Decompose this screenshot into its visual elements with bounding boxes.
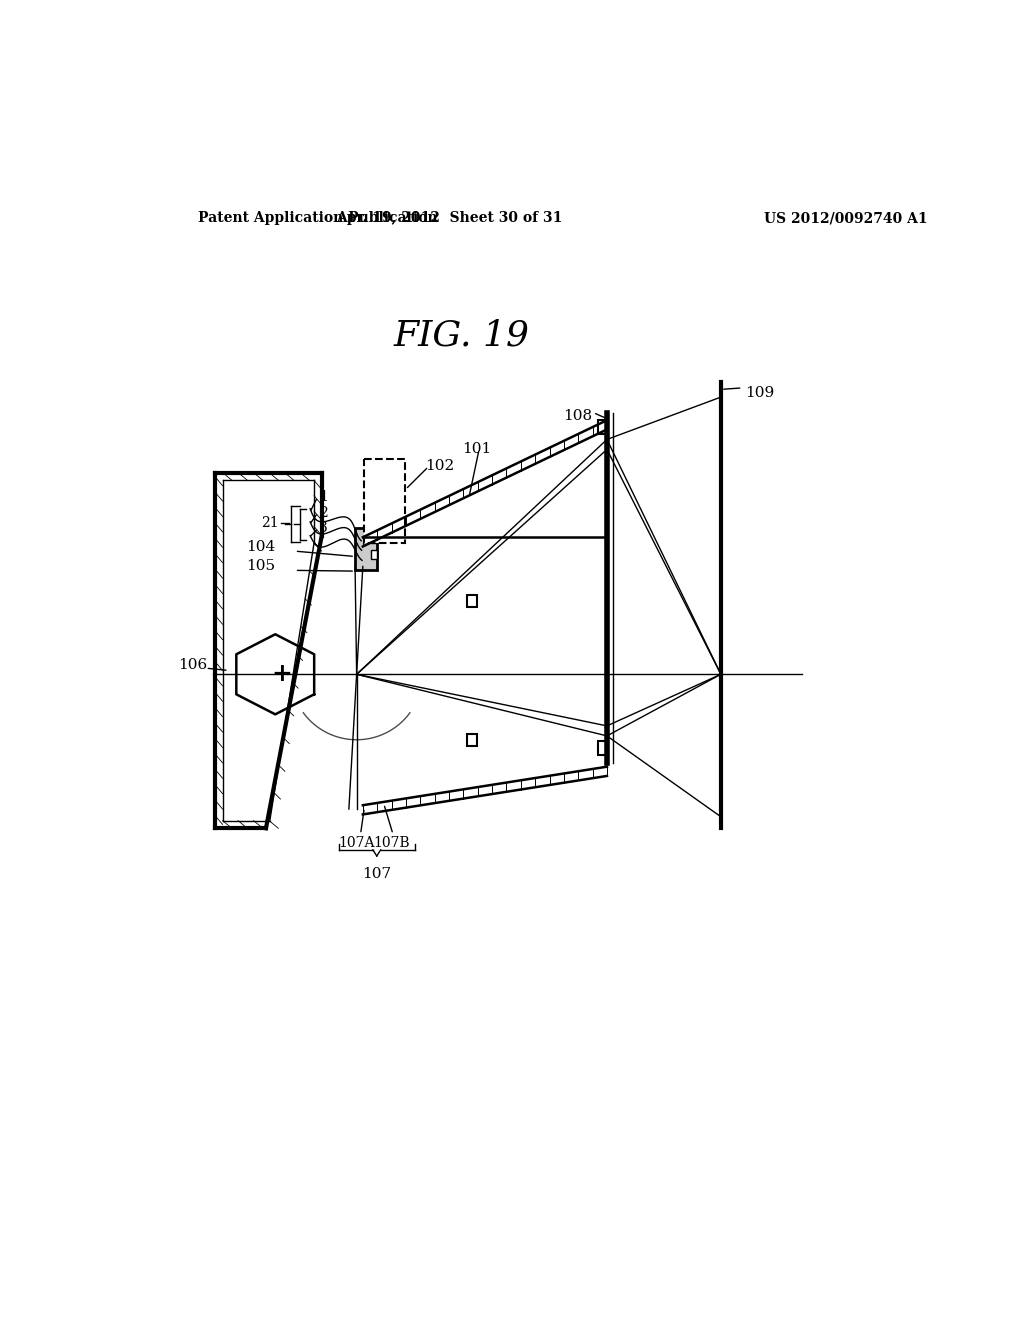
Bar [467, 595, 477, 607]
Text: +: + [271, 663, 292, 686]
Bar [365, 459, 404, 544]
Text: 106: 106 [178, 659, 208, 672]
Bar [355, 528, 377, 570]
Text: 108: 108 [563, 409, 592, 422]
Text: 1: 1 [319, 490, 329, 504]
Text: 109: 109 [744, 385, 774, 400]
Text: 107B: 107B [373, 836, 410, 850]
Text: 2: 2 [319, 506, 328, 520]
Text: Apr. 19, 2012  Sheet 30 of 31: Apr. 19, 2012 Sheet 30 of 31 [337, 211, 563, 226]
Text: 107A: 107A [338, 836, 375, 850]
Text: FIG. 19: FIG. 19 [393, 318, 529, 352]
Text: 102: 102 [425, 459, 454, 473]
Text: 107: 107 [362, 867, 391, 880]
Bar [598, 420, 607, 434]
Text: 21: 21 [261, 516, 279, 529]
Bar [467, 734, 477, 746]
Bar [598, 742, 607, 755]
Text: Patent Application Publication: Patent Application Publication [198, 211, 437, 226]
Text: 3: 3 [319, 521, 328, 535]
Text: 105: 105 [246, 560, 275, 573]
Bar [371, 535, 377, 544]
Text: US 2012/0092740 A1: US 2012/0092740 A1 [764, 211, 927, 226]
Text: 101: 101 [462, 442, 492, 455]
Text: 104: 104 [246, 540, 275, 554]
Bar [371, 549, 377, 558]
